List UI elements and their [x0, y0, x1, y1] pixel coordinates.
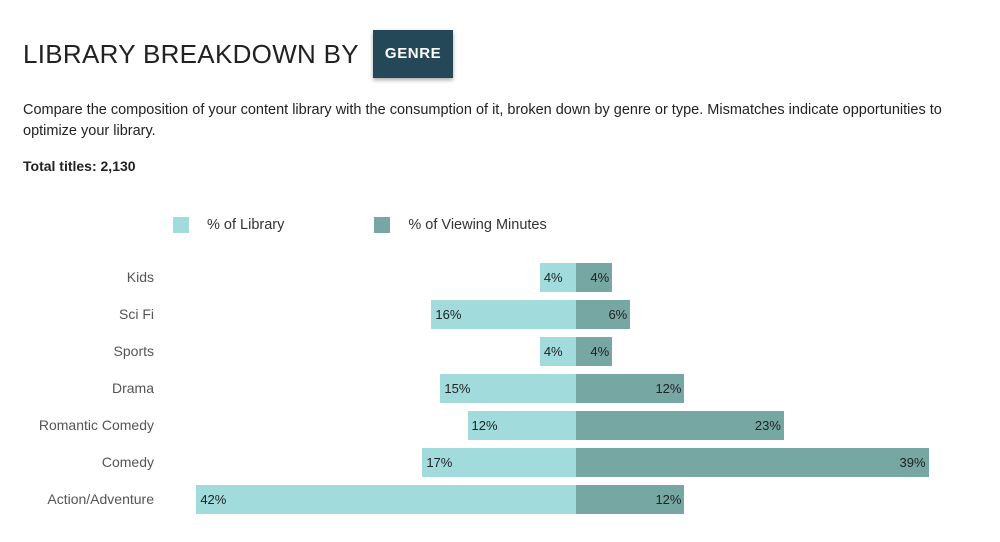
viewing-bar: [576, 448, 929, 477]
viewing-value-label: 4%: [590, 270, 610, 285]
viewing-bar: [576, 263, 613, 292]
page-title: LIBRARY BREAKDOWN BY: [23, 38, 359, 69]
library-value-label: 16%: [435, 307, 462, 322]
category-label: Comedy: [101, 454, 154, 470]
category-label: Action/Adventure: [47, 491, 154, 507]
viewing-bar: [576, 374, 685, 403]
library-value-label: 4%: [543, 344, 563, 359]
library-value-label: 42%: [200, 492, 227, 507]
legend-item-viewing: % of Viewing Minutes: [374, 217, 547, 233]
viewing-value-label: 6%: [608, 307, 628, 322]
chart-legend: % of Library % of Viewing Minutes: [173, 217, 547, 233]
library-bar: [539, 337, 576, 366]
category-label: Sci Fi: [119, 306, 154, 322]
library-bar: [196, 485, 576, 514]
viewing-bar: [576, 411, 784, 440]
library-bar: [422, 448, 576, 477]
page-header: LIBRARY BREAKDOWN BY GENRE: [23, 30, 454, 78]
legend-viewing-label: % of Viewing Minutes: [408, 217, 547, 233]
library-swatch: [173, 217, 189, 233]
page-description: Compare the composition of your content …: [23, 102, 942, 139]
library-value-label: 4%: [543, 270, 563, 285]
category-label: Sports: [113, 343, 154, 359]
library-bar: [431, 300, 576, 329]
category-label: Kids: [126, 269, 154, 285]
library-bar: [440, 374, 576, 403]
category-label: Drama: [111, 380, 154, 396]
viewing-value-label: 39%: [899, 455, 926, 470]
viewing-swatch: [374, 217, 391, 233]
legend-library-label: % of Library: [207, 217, 285, 233]
viewing-value-label: 12%: [655, 492, 682, 507]
viewing-bar: [576, 337, 613, 366]
viewing-bar: [576, 300, 631, 329]
viewing-value-label: 23%: [754, 418, 781, 433]
library-bar: [539, 263, 576, 292]
category-label: Romantic Comedy: [38, 417, 154, 433]
viewing-value-label: 4%: [590, 344, 610, 359]
viewing-bar: [576, 485, 685, 514]
library-value-label: 15%: [444, 381, 471, 396]
library-value-label: 17%: [426, 455, 453, 470]
total-titles: Total titles: 2,130: [23, 158, 136, 174]
library-bar: [467, 411, 576, 440]
legend-item-library: % of Library: [173, 217, 284, 233]
genre-button[interactable]: GENRE: [372, 30, 454, 78]
viewing-value-label: 12%: [655, 381, 682, 396]
library-value-label: 12%: [471, 418, 498, 433]
